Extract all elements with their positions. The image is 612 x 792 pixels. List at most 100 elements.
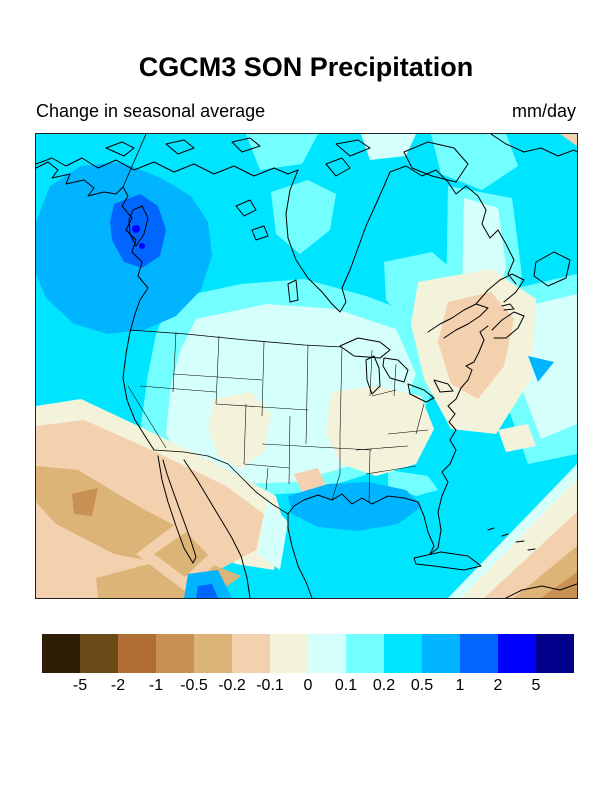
contour-region <box>154 532 208 577</box>
colorbar-tick-label: -1 <box>148 677 164 694</box>
lake-great-bear <box>235 199 257 217</box>
lake-michigan <box>365 355 381 395</box>
colorbar-tick-label: 0.1 <box>334 677 358 694</box>
coastline-mexico-west <box>183 459 251 598</box>
caribbean-islands <box>487 527 536 551</box>
state-line <box>139 385 217 393</box>
contour-spot <box>139 243 145 249</box>
units-label: mm/day <box>511 101 576 121</box>
state-line <box>393 363 397 397</box>
colorbar-tick-label: 0 <box>303 677 313 694</box>
coastline-nova-scotia <box>491 311 525 339</box>
contour-region <box>560 134 577 146</box>
contour-region <box>208 392 271 469</box>
colorbar-cell-1 <box>80 634 118 673</box>
contour-region <box>196 584 218 598</box>
state-line <box>387 429 429 435</box>
lake-erie <box>407 383 435 403</box>
state-line <box>265 467 269 491</box>
contour-region <box>294 468 326 492</box>
colorbar-cell-7 <box>308 634 346 673</box>
contour-region <box>498 424 536 452</box>
colorbar-cell-10 <box>422 634 460 673</box>
island-cuba <box>413 551 482 571</box>
coastline-vancouver-island <box>128 205 149 247</box>
island-southampton <box>325 157 351 177</box>
colorbar-cell-4 <box>194 634 232 673</box>
colorbar-tick-label: -2 <box>110 677 126 694</box>
contour-region <box>528 356 554 382</box>
state-line <box>305 344 309 445</box>
state-line <box>355 445 409 451</box>
state-line <box>243 463 290 469</box>
state-line <box>369 349 373 397</box>
subtitle-left: Change in seasonal average <box>36 101 266 121</box>
colorbar-cell-13 <box>536 634 574 673</box>
state-line <box>261 443 373 451</box>
colorbar-tick-label: 1 <box>455 677 465 694</box>
colorbar-cell-0 <box>42 634 80 673</box>
border-us-mexico <box>153 449 289 515</box>
coastlines <box>36 134 577 598</box>
colorbar-cell-5 <box>232 634 270 673</box>
contour-region <box>246 134 318 170</box>
coastline-labrador <box>389 165 517 285</box>
state-line <box>371 389 397 397</box>
island-baffin <box>403 141 469 183</box>
precipitation-map <box>36 134 577 598</box>
colorbar-cell-6 <box>270 634 308 673</box>
colorbar-cell-11 <box>460 634 498 673</box>
contour-region <box>72 488 98 516</box>
arctic-island <box>165 139 195 155</box>
coastline-greenland-corner <box>490 134 577 157</box>
state-line <box>365 465 417 475</box>
contour-region-gulf-wet <box>288 482 422 531</box>
contour-region <box>448 464 577 598</box>
colorbar-tick-label: 2 <box>493 677 503 694</box>
contour-fills <box>36 134 577 598</box>
coastline-gulf-st-lawrence <box>475 273 525 305</box>
coastline-hudson-bay <box>285 169 391 313</box>
coastline-st-lawrence <box>427 303 489 339</box>
coastline-gulf-atlantic <box>287 325 489 598</box>
contour-region <box>326 386 434 476</box>
coastline-baja <box>157 455 197 564</box>
state-line <box>261 341 265 417</box>
border-alaska-yukon <box>122 134 147 188</box>
border-us-canada <box>129 329 343 348</box>
coastline-south-america-edge <box>505 583 577 598</box>
state-line <box>172 331 177 393</box>
state-line <box>368 449 371 503</box>
colorbar-tick-label: -0.2 <box>218 677 246 694</box>
arctic-island <box>105 141 135 157</box>
colorbar-tick-label: 0.5 <box>410 677 434 694</box>
map-panel <box>35 133 578 599</box>
colorbar-tick-label: 5 <box>531 677 541 694</box>
contour-spot <box>132 225 140 233</box>
colorbar <box>42 634 574 673</box>
contour-region <box>541 572 577 598</box>
contour-region <box>438 292 514 399</box>
state-line <box>415 403 425 435</box>
colorbar-ticks: -5 -2 -1 -0.5 -0.2 -0.1 0 0.1 0.2 0.5 1 2 5 <box>42 677 574 697</box>
colorbar-cell-2 <box>118 634 156 673</box>
lake-ontario <box>433 379 454 393</box>
colorbar-cell-9 <box>384 634 422 673</box>
contour-region <box>184 570 232 598</box>
colorbar-cell-8 <box>346 634 384 673</box>
lake-winnipeg <box>287 279 299 303</box>
contour-region <box>361 134 416 160</box>
colorbar-cell-12 <box>498 634 536 673</box>
colorbar-tick-label: -5 <box>72 677 88 694</box>
contour-region <box>258 500 288 570</box>
coastline-newfoundland <box>533 251 571 287</box>
lake-huron <box>382 357 409 383</box>
state-line <box>339 346 343 435</box>
colorbar-tick-label: -0.5 <box>180 677 208 694</box>
lakes <box>235 199 454 403</box>
state-line <box>331 434 341 501</box>
coastline-arctic <box>36 157 299 177</box>
state-line <box>127 385 167 449</box>
colorbar-tick-label: -0.1 <box>256 677 284 694</box>
